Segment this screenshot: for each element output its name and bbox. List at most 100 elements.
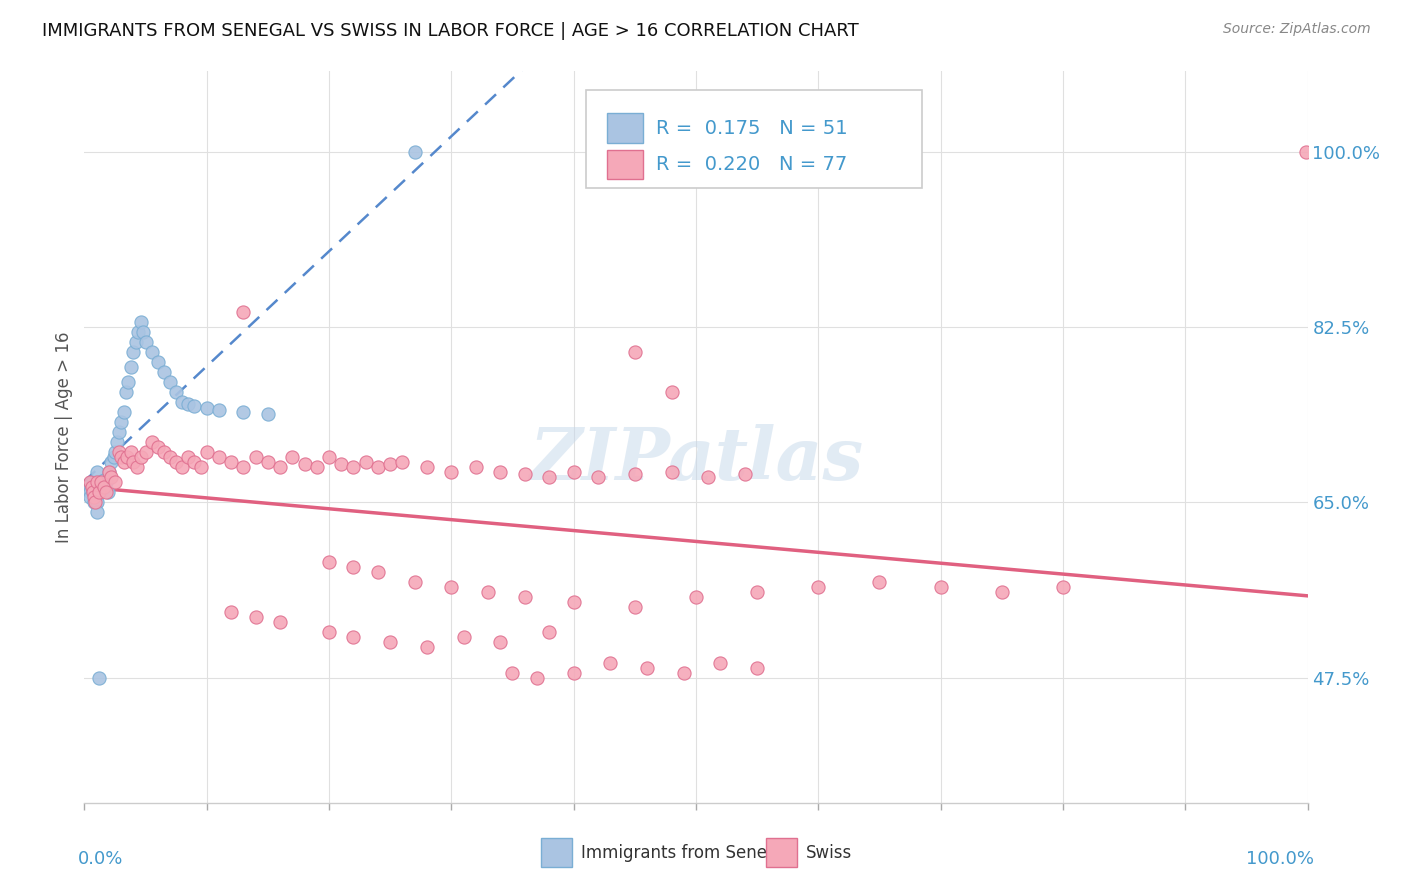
Point — [281, 450, 304, 464]
Point — [195, 445, 218, 459]
FancyBboxPatch shape — [586, 90, 922, 188]
Point — [183, 399, 205, 413]
Point — [172, 460, 194, 475]
Point — [172, 395, 194, 409]
Point — [146, 440, 169, 454]
Point — [502, 665, 524, 680]
Point — [87, 485, 110, 500]
Point — [195, 401, 218, 415]
Point — [82, 475, 104, 490]
Point — [380, 635, 402, 649]
Point — [538, 625, 561, 640]
Point — [807, 580, 830, 594]
Point — [586, 470, 609, 484]
Point — [129, 315, 152, 329]
Bar — [606, 113, 644, 143]
Point — [97, 465, 120, 479]
Point — [165, 384, 187, 399]
Point — [90, 475, 112, 490]
Point — [100, 470, 122, 484]
Point — [624, 467, 647, 482]
Point — [562, 465, 585, 479]
Point — [115, 384, 138, 399]
Point — [245, 450, 267, 464]
Point — [440, 580, 463, 594]
Point — [190, 460, 212, 475]
Point — [83, 490, 105, 504]
Point — [183, 455, 205, 469]
Text: R =  0.220   N = 77: R = 0.220 N = 77 — [655, 155, 846, 174]
Point — [380, 457, 402, 471]
Point — [107, 445, 129, 459]
Point — [82, 480, 104, 494]
Point — [1295, 145, 1317, 159]
Bar — [606, 150, 644, 179]
Point — [135, 445, 157, 459]
Point — [104, 475, 127, 490]
Point — [391, 455, 413, 469]
Point — [105, 435, 128, 450]
Point — [165, 455, 187, 469]
Point — [79, 475, 101, 490]
Point — [86, 475, 108, 490]
Point — [112, 455, 135, 469]
Point — [929, 580, 952, 594]
Point — [477, 585, 499, 599]
Point — [86, 465, 108, 479]
Point — [624, 600, 647, 615]
Point — [115, 450, 138, 464]
Point — [110, 415, 132, 429]
Text: Swiss: Swiss — [806, 844, 852, 862]
Point — [177, 397, 200, 411]
Point — [562, 595, 585, 609]
Point — [159, 450, 181, 464]
Point — [93, 473, 115, 487]
Point — [269, 615, 291, 630]
Point — [747, 660, 769, 674]
Point — [122, 345, 145, 359]
Point — [342, 460, 364, 475]
Point — [685, 591, 707, 605]
Point — [86, 505, 108, 519]
Point — [80, 480, 103, 494]
Point — [82, 485, 104, 500]
Point — [1052, 580, 1074, 594]
Y-axis label: In Labor Force | Age > 16: In Labor Force | Age > 16 — [55, 331, 73, 543]
Point — [125, 460, 148, 475]
Text: ZIPatlas: ZIPatlas — [529, 424, 863, 494]
Point — [869, 575, 891, 590]
Point — [89, 475, 111, 490]
Point — [159, 375, 181, 389]
Point — [87, 671, 110, 685]
Point — [79, 480, 101, 494]
Point — [526, 671, 548, 685]
Text: 0.0%: 0.0% — [79, 850, 124, 868]
Point — [177, 450, 200, 464]
Point — [129, 450, 152, 464]
Point — [661, 384, 683, 399]
Point — [100, 455, 122, 469]
Point — [464, 460, 486, 475]
Point — [141, 345, 163, 359]
Point — [672, 665, 695, 680]
Point — [208, 450, 231, 464]
Point — [342, 560, 364, 574]
Point — [318, 450, 340, 464]
Point — [538, 470, 561, 484]
Point — [489, 465, 512, 479]
Point — [82, 485, 104, 500]
Point — [83, 495, 105, 509]
Point — [453, 631, 475, 645]
Point — [112, 405, 135, 419]
Text: R =  0.175   N = 51: R = 0.175 N = 51 — [655, 119, 848, 137]
Point — [367, 566, 389, 580]
Point — [747, 585, 769, 599]
Point — [219, 455, 242, 469]
Point — [120, 445, 142, 459]
Point — [232, 305, 254, 319]
Point — [318, 555, 340, 569]
Point — [269, 460, 291, 475]
Point — [97, 485, 120, 500]
Point — [127, 325, 149, 339]
Point — [734, 467, 756, 482]
